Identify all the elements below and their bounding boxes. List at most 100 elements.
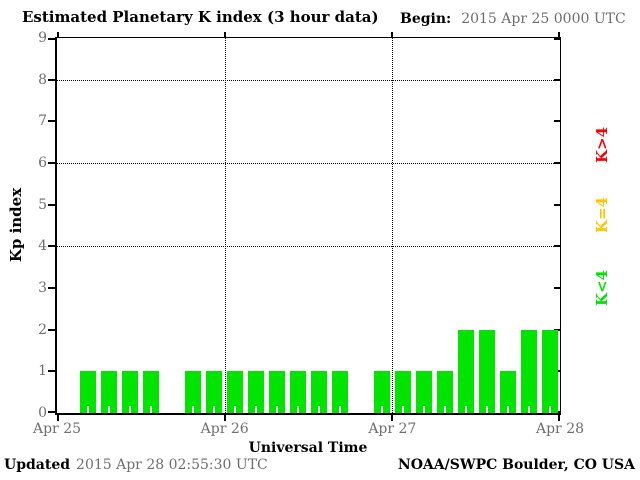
y-tick-label-9: 9 [38,30,47,46]
gridline-day-1 [224,38,226,413]
y-tick-right-6 [554,162,560,164]
updated-value: 2015 Apr 28 02:55:30 UTC [76,457,268,473]
kp-bar [542,330,558,413]
gridline-day-2 [392,38,394,413]
begin-label: Begin: [400,11,452,27]
kp-bar [311,371,327,413]
kp-bar [500,371,516,413]
day-tick-top-2 [391,32,393,37]
y-tick-label-7: 7 [38,113,47,130]
y-tick-1 [48,370,55,372]
bar-base-tick [255,406,257,413]
y-tick-right-7 [554,120,560,122]
y-tick-label-4: 4 [38,238,47,255]
x-tick-label-apr-28: Apr 28 [535,421,585,437]
day-tick-bottom-1 [224,415,226,421]
updated-label: Updated [4,457,71,473]
day-tick-bottom-3 [558,415,560,421]
bar-base-tick [444,406,446,413]
y-tick-4 [48,245,55,247]
kp-bar [269,371,285,413]
day-tick-top-3 [558,32,560,37]
kp-bar [458,330,474,413]
bar-base-tick [528,406,530,413]
y-tick-right-4 [554,245,560,247]
y-tick-right-5 [554,204,560,206]
kp-bar [248,371,264,413]
y-tick-label-1: 1 [38,363,47,380]
kp-bar [80,371,96,413]
kp-bar [143,371,159,413]
kp-bar [395,371,411,413]
bar-base-tick [108,406,110,413]
y-tick-label-3: 3 [38,280,47,296]
bar-base-tick [192,406,194,413]
y-axis-title: Kp index [7,187,25,263]
y-tick-7 [48,120,55,122]
y-tick-label-8: 8 [38,71,47,88]
y-tick-5 [48,204,55,206]
chart-title: Estimated Planetary K index (3 hour data… [22,8,379,26]
day-tick-bottom-0 [57,415,59,421]
kp-bar [479,330,495,413]
y-tick-9 [48,38,55,40]
bar-base-tick [150,406,152,413]
plot-area [48,32,561,421]
day-tick-top-1 [224,32,226,37]
x-tick-label-apr-26: Apr 26 [200,421,249,437]
y-tick-right-3 [554,287,560,289]
bar-base-tick [87,406,89,413]
y-tick-label-0: 0 [38,405,47,421]
kp-bar [227,371,243,413]
y-tick-right-8 [554,79,560,81]
legend-item-keq4: K=4 [593,196,611,234]
begin-time: Begin: 2015 Apr 25 0000 UTC [400,11,626,27]
bar-base-tick [129,406,131,413]
gridline-kp-6 [57,163,560,164]
kp-bar [416,371,432,413]
bar-base-tick [339,406,341,413]
kp-bar [374,371,390,413]
bar-base-tick [381,406,383,413]
kp-bar [290,371,306,413]
y-tick-label-2: 2 [38,321,47,338]
begin-value: 2015 Apr 25 0000 UTC [461,11,626,27]
bar-base-tick [402,406,404,413]
legend-item-kgt4: K>4 [593,126,611,164]
gridline-kp-4 [57,246,560,248]
y-tick-0 [48,411,55,413]
bar-base-tick [318,406,320,413]
bar-base-tick [213,406,215,413]
kp-bar [521,330,537,413]
bar-base-tick [465,406,467,413]
legend-item-klt4: K<4 [593,269,611,307]
kp-bar [185,371,201,413]
day-tick-bottom-2 [391,415,393,421]
kp-bar [101,371,117,413]
kp-bar [122,371,138,413]
bar-base-tick [507,406,509,413]
y-tick-3 [48,287,55,289]
updated-timestamp: Updated 2015 Apr 28 02:55:30 UTC [4,457,268,473]
y-tick-2 [48,329,55,331]
bar-base-tick [234,406,236,413]
y-tick-8 [48,79,55,81]
bar-base-tick [276,406,278,413]
bar-base-tick [549,406,551,413]
kp-bar [206,371,222,413]
y-tick-right-9 [554,38,560,40]
kp-bar [332,371,348,413]
bar-base-tick [297,406,299,413]
x-tick-label-apr-25: Apr 25 [32,421,82,437]
x-tick-label-apr-27: Apr 27 [368,421,417,437]
x-axis-title: Universal Time [248,440,368,456]
gridline-kp-8 [57,79,560,81]
kp-bar [437,371,453,413]
credit-text: NOAA/SWPC Boulder, CO USA [397,457,635,473]
y-tick-label-6: 6 [38,155,47,171]
bar-base-tick [423,406,425,413]
y-tick-label-5: 5 [38,196,47,213]
day-tick-top-0 [57,32,59,37]
y-tick-6 [48,162,55,164]
